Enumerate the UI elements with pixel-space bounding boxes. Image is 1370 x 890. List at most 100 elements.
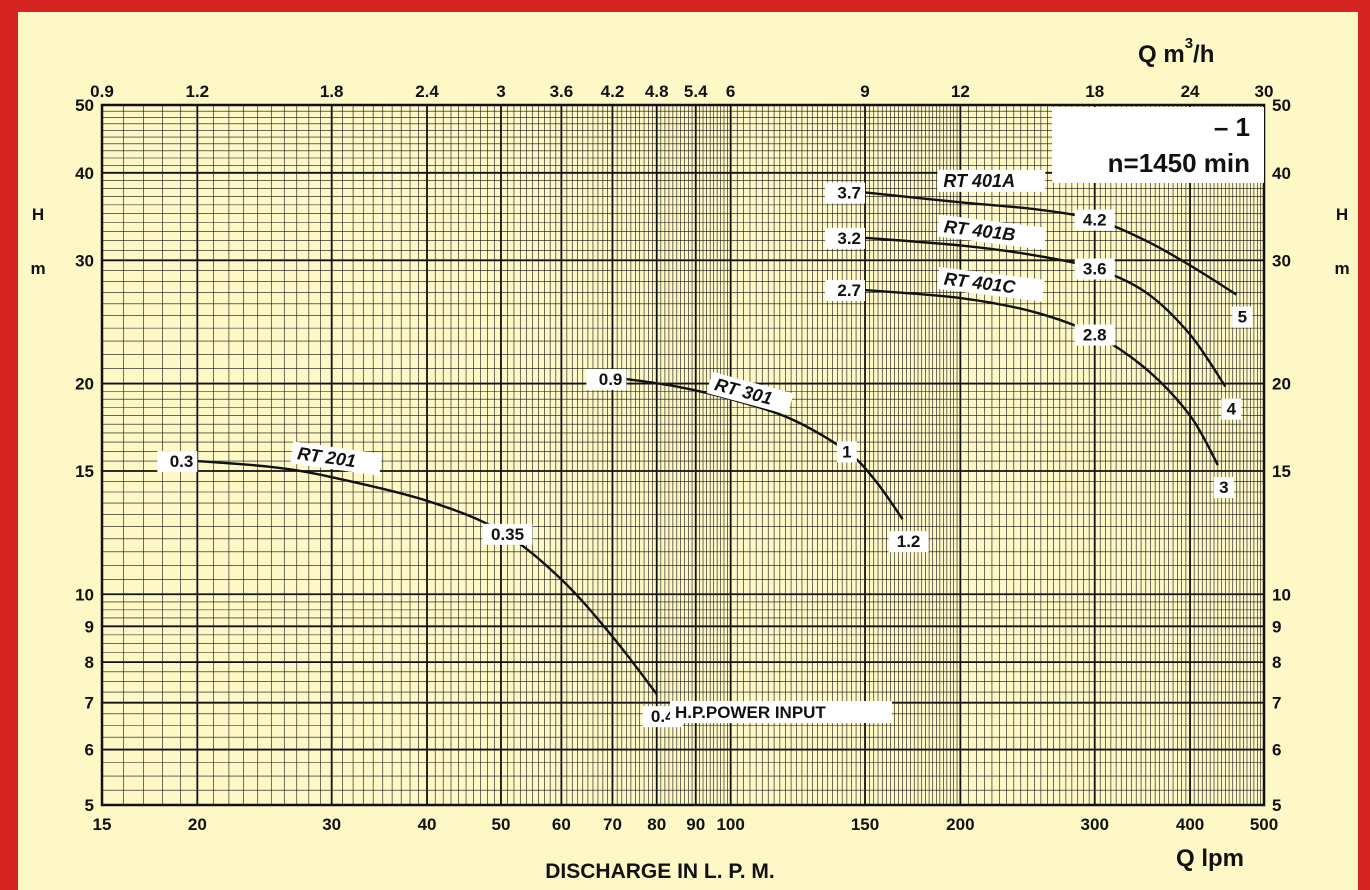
power-label: 3.6 [1083, 260, 1107, 279]
x-tick-label: 60 [552, 815, 571, 834]
y-tick-label-right: 8 [1272, 653, 1281, 672]
x-tick-label: 300 [1081, 815, 1109, 834]
power-label: 3.2 [837, 229, 861, 248]
y-tick-label-right: 30 [1272, 251, 1291, 270]
x2-tick-label: 30 [1255, 82, 1274, 101]
power-label-bg [1213, 476, 1234, 498]
x2-tick-label: 3.6 [550, 82, 574, 101]
x2-tick-label: 1.2 [186, 82, 210, 101]
power-label: 5 [1238, 308, 1247, 327]
y-unit-right: m [1334, 259, 1349, 278]
x2-tick-label: 1.8 [320, 82, 344, 101]
curve-name-bg [706, 371, 794, 415]
y-tick-label-right: 20 [1272, 375, 1291, 394]
y-tick-label-right: 7 [1272, 694, 1281, 713]
power-label-bg [1074, 209, 1115, 231]
x2-tick-label: 5.4 [684, 82, 708, 101]
curve-name-label: RT 401A [943, 171, 1015, 191]
curve-rt-301 [626, 377, 904, 520]
y-tick-label-left: 8 [85, 653, 94, 672]
x-tick-label: 90 [686, 815, 705, 834]
x2-tick-label: 18 [1085, 82, 1104, 101]
power-label: 2.7 [837, 281, 861, 300]
power-label: 0.35 [491, 525, 524, 544]
power-label-bg [825, 182, 866, 204]
power-caption-bg [670, 701, 892, 723]
x-tick-label: 30 [322, 815, 341, 834]
y-tick-label-left: 50 [75, 96, 94, 115]
power-label-bg [888, 531, 929, 553]
y-unit-left: m [30, 259, 45, 278]
curve-name-group: RT 401A [937, 169, 1046, 192]
y-tick-label-right: 15 [1272, 462, 1291, 481]
y-tick-label-left: 7 [85, 694, 94, 713]
power-label-bg [157, 451, 198, 473]
x2-tick-label: 3 [496, 82, 505, 101]
plot-border [100, 103, 1266, 807]
x-tick-label: 80 [647, 815, 666, 834]
y-tick-label-right: 5 [1272, 796, 1281, 815]
power-caption: H.P.POWER INPUT [675, 703, 826, 722]
power-label: 0.9 [599, 370, 623, 389]
power-label: 1.2 [897, 532, 921, 551]
chart-frame: 15 20 30 40 50 60 70 80 90 100 150 200 300 400 500 0.9 1… [18, 12, 1358, 890]
y-tick-label-left: 15 [75, 462, 94, 481]
x2-tick-label: 12 [951, 82, 970, 101]
power-label-bg [825, 280, 866, 302]
y-label-left: H [32, 205, 44, 224]
y-tick-label-right: 6 [1272, 741, 1281, 760]
x2-tick-label: 6 [726, 82, 735, 101]
x-tick-label: 400 [1176, 815, 1204, 834]
power-label: 4.2 [1083, 211, 1107, 230]
power-label-bg [1232, 306, 1253, 328]
y-tick-label-right: 40 [1272, 164, 1291, 183]
x2-tick-label: 4.8 [645, 82, 669, 101]
power-label: 1 [842, 442, 851, 461]
power-label-bg [1074, 324, 1115, 346]
x-tick-label: 40 [418, 815, 437, 834]
curve-name-bg [936, 214, 1047, 250]
curve-name-label: RT 201 [296, 443, 357, 471]
y-tick-label-right: 9 [1272, 617, 1281, 636]
y-tick-label-right: 10 [1272, 585, 1291, 604]
y-tick-label-right: 50 [1272, 96, 1291, 115]
power-label-bg [482, 523, 533, 545]
power-label: 3.7 [837, 183, 861, 202]
y-label-right: H [1336, 205, 1348, 224]
curve-name-label: RT 401C [943, 269, 1018, 298]
x2-tick-label: 24 [1181, 82, 1200, 101]
x-tick-label: 500 [1250, 815, 1278, 834]
curve-name-bg [936, 266, 1045, 302]
power-label: 4 [1227, 400, 1237, 419]
power-label-bg [1074, 258, 1115, 280]
speed-note-exponent: – 1 [1214, 112, 1250, 142]
x2-tick-label: 9 [860, 82, 869, 101]
x-tick-label: 50 [492, 815, 511, 834]
curve-name-bg [290, 441, 383, 476]
power-label-bg [586, 369, 627, 391]
x-tick-label: 15 [93, 815, 112, 834]
x-axis-title: DISCHARGE IN L. P. M. [545, 860, 774, 883]
y-tick-label-left: 20 [75, 375, 94, 394]
y-tick-label-left: 10 [75, 585, 94, 604]
x-tick-label: 200 [946, 815, 974, 834]
power-label: 0.4 [651, 707, 675, 726]
y-tick-label-left: 30 [75, 251, 94, 270]
curve-rt-201 [197, 459, 658, 695]
y-tick-label-left: 9 [85, 617, 94, 636]
x-tick-label: 70 [603, 815, 622, 834]
grid [100, 103, 1266, 807]
curve-rt-401a [864, 191, 1238, 296]
power-label-bg [825, 227, 866, 249]
speed-note-speed: n=1450 min [1108, 148, 1250, 178]
x2-tick-label: 4.2 [601, 82, 625, 101]
y-tick-label-left: 40 [75, 164, 94, 183]
x-tick-label: 100 [716, 815, 744, 834]
speed-note-box [1052, 107, 1264, 183]
power-label-bg [1221, 398, 1242, 420]
x2-tick-label: 0.9 [90, 82, 114, 101]
x2-axis-title: Q m3/h [1138, 35, 1214, 68]
